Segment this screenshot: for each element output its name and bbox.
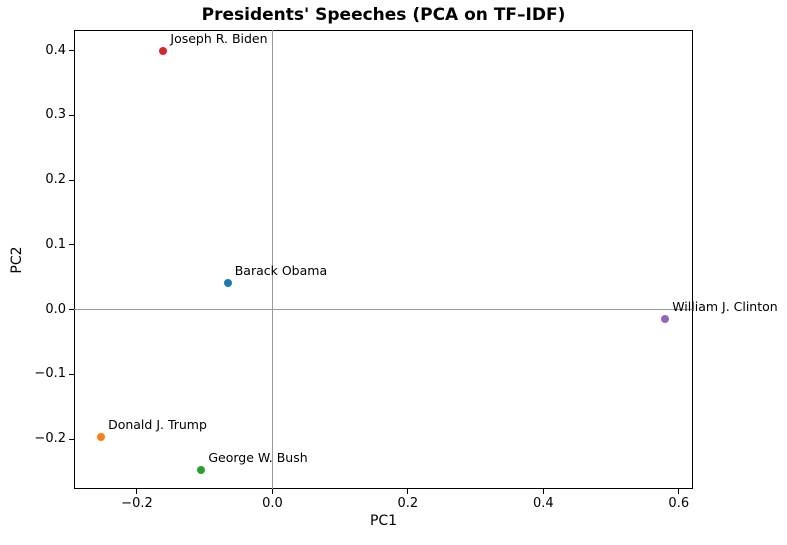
point-label-george-w-bush: George W. Bush <box>208 449 308 465</box>
x-tick-mark <box>407 489 409 494</box>
y-tick-mark <box>69 373 74 375</box>
y-tick-label: 0.0 <box>45 301 66 317</box>
y-tick-mark <box>69 309 74 311</box>
x-tick-label: 0.2 <box>397 496 419 511</box>
x-tick-mark <box>678 489 680 494</box>
y-tick-mark <box>69 50 74 52</box>
y-tick-mark <box>69 114 74 116</box>
data-point-barack-obama <box>223 279 232 288</box>
data-point-joseph-r-biden <box>159 46 168 55</box>
y-tick-label: −0.1 <box>34 366 66 382</box>
y-tick-mark <box>69 438 74 440</box>
point-label-donald-j-trump: Donald J. Trump <box>108 416 207 432</box>
x-tick-label: 0.4 <box>532 496 554 511</box>
x-tick-mark <box>271 489 273 494</box>
x-tick-label: −0.2 <box>121 496 153 511</box>
zero-line-horizontal <box>74 309 693 311</box>
x-tick-label: 0.6 <box>668 496 690 511</box>
point-label-joseph-r-biden: Joseph R. Biden <box>170 30 268 46</box>
x-tick-mark <box>136 489 138 494</box>
data-point-george-w-bush <box>197 465 206 474</box>
point-label-barack-obama: Barack Obama <box>234 263 328 279</box>
x-axis-label: PC1 <box>369 513 398 529</box>
y-tick-label: 0.2 <box>45 172 66 188</box>
plot-area <box>74 30 693 489</box>
data-point-donald-j-trump <box>97 432 106 441</box>
point-label-william-j-clinton: William J. Clinton <box>672 298 778 314</box>
y-tick-label: 0.1 <box>45 236 66 252</box>
y-tick-mark <box>69 179 74 181</box>
chart-title: Presidents' Speeches (PCA on TF–IDF) <box>201 5 566 25</box>
y-tick-label: −0.2 <box>34 431 66 447</box>
x-tick-mark <box>542 489 544 494</box>
x-tick-label: 0.0 <box>262 496 283 511</box>
zero-line-vertical <box>271 30 273 489</box>
y-tick-label: 0.4 <box>45 42 66 58</box>
y-tick-label: 0.3 <box>45 107 66 123</box>
data-point-william-j-clinton <box>661 314 670 323</box>
y-tick-mark <box>69 244 74 246</box>
